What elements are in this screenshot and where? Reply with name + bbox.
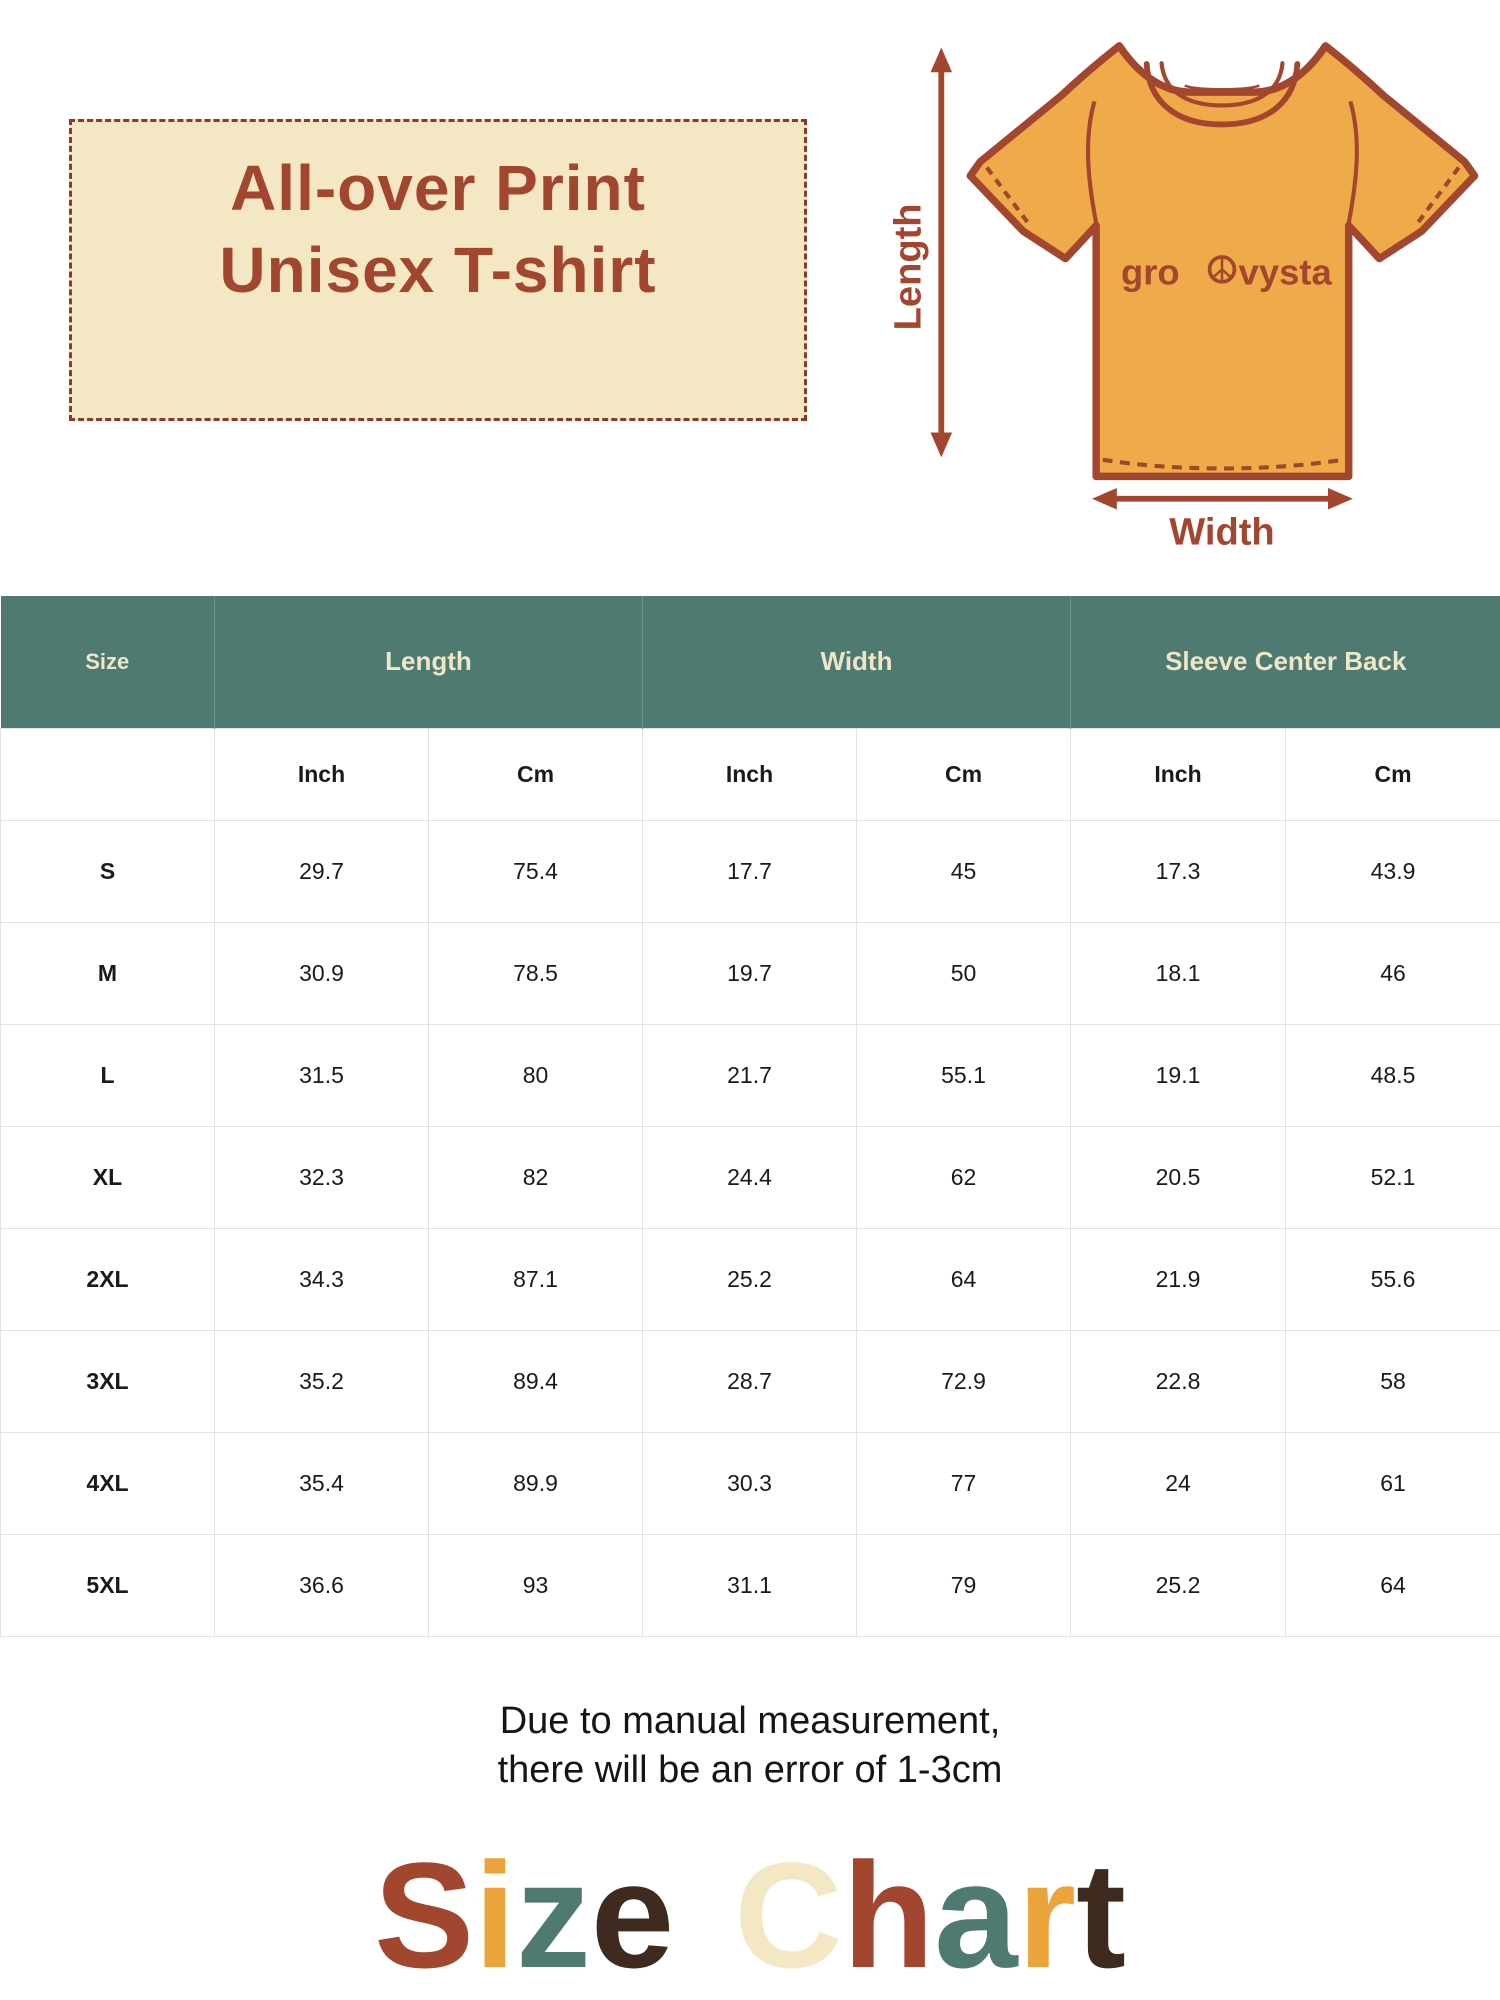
svg-text:Length: Length: [888, 203, 930, 330]
svg-text:vysta: vysta: [1239, 251, 1333, 292]
svg-text:Width: Width: [1169, 511, 1274, 553]
svg-text:gro: gro: [1121, 251, 1180, 292]
